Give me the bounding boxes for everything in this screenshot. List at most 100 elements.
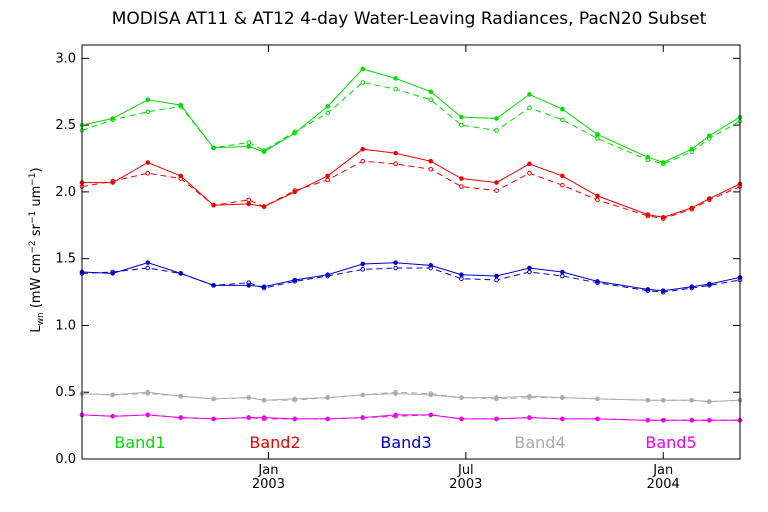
band2-solid-point bbox=[595, 193, 600, 199]
band4-solid-point bbox=[560, 395, 565, 400]
legend-band2: Band2 bbox=[249, 433, 300, 452]
band3-solid-point bbox=[325, 272, 330, 278]
band2-solid-point bbox=[211, 202, 216, 208]
band3-dashed-point bbox=[494, 277, 499, 283]
band4-solid-point bbox=[325, 395, 330, 400]
band2-dashed-point bbox=[393, 161, 398, 167]
band5-solid-point bbox=[706, 417, 712, 423]
band1-solid-point bbox=[459, 114, 464, 120]
band5-solid-point bbox=[211, 416, 216, 422]
band5-solid-point bbox=[145, 412, 151, 418]
band4-solid-point bbox=[360, 392, 366, 398]
y-tick-label: 2.0 bbox=[55, 185, 76, 200]
band1-dashed-point bbox=[560, 117, 565, 123]
band5-solid-point bbox=[110, 413, 116, 419]
band4-solid-point bbox=[246, 395, 251, 400]
band5-solid-point bbox=[292, 416, 298, 422]
band2-dashed-point bbox=[145, 170, 151, 176]
band2-solid-point bbox=[145, 160, 151, 165]
band1-dashed-point bbox=[459, 122, 464, 128]
band3-dashed-point bbox=[527, 269, 532, 275]
band4-solid-point bbox=[459, 395, 464, 400]
band3-solid-point bbox=[527, 265, 532, 271]
band3-solid-point bbox=[360, 261, 366, 267]
band4-solid-point bbox=[211, 396, 216, 402]
band5-solid-point bbox=[325, 416, 330, 422]
band2-dashed-point bbox=[560, 182, 565, 188]
band2-dashed-point bbox=[428, 166, 434, 172]
band5-solid-point bbox=[560, 416, 565, 422]
band3-solid-point bbox=[560, 269, 565, 275]
band4-solid-point bbox=[706, 399, 712, 404]
band1-solid-point bbox=[560, 106, 565, 112]
band2-solid-point bbox=[428, 158, 434, 164]
band3-solid-point bbox=[706, 281, 712, 287]
band2-solid-point bbox=[360, 146, 366, 152]
band1-solid-point bbox=[393, 76, 398, 81]
band1-solid-point bbox=[660, 160, 666, 165]
band1-solid-point bbox=[527, 92, 532, 97]
y-axis-label-exp3: −1 bbox=[28, 172, 38, 185]
plot-area: 0.00.51.01.52.02.53.0Jan2003Jul2003Jan20… bbox=[55, 45, 743, 492]
band2-solid-point bbox=[459, 176, 464, 181]
band1-solid-point bbox=[428, 89, 434, 95]
band1-solid-point bbox=[292, 130, 298, 136]
band3-dashed-point bbox=[393, 265, 398, 271]
band3-solid-point bbox=[145, 260, 151, 265]
band5-solid-point bbox=[261, 415, 267, 420]
band2-dashed-point bbox=[246, 197, 251, 203]
y-axis-label-sub: wn bbox=[36, 312, 46, 325]
band2-solid-point bbox=[706, 196, 712, 201]
band2-solid-point bbox=[110, 180, 116, 185]
band2-solid-point bbox=[494, 180, 499, 185]
band1-solid-point bbox=[246, 144, 251, 149]
band3-solid-point bbox=[428, 263, 434, 268]
band5-solid-point bbox=[689, 417, 695, 423]
band1-dashed-point bbox=[246, 140, 251, 145]
x-tick-year-label: 2003 bbox=[449, 477, 482, 492]
y-axis-label: Lwn (mW cm−2 sr−1 um−1) bbox=[28, 167, 46, 332]
legend-band4: Band4 bbox=[514, 433, 565, 452]
band1-dashed-point bbox=[145, 109, 151, 115]
band1-solid-point bbox=[211, 145, 216, 151]
legend-band5: Band5 bbox=[645, 433, 696, 452]
band5-solid-point bbox=[527, 415, 532, 420]
x-tick-year-label: 2004 bbox=[647, 477, 680, 492]
band4-solid-point bbox=[527, 393, 532, 399]
y-axis-label-main: L bbox=[29, 325, 44, 333]
band5-solid-point bbox=[178, 415, 183, 420]
band4-solid-point bbox=[110, 392, 116, 398]
legend-band3: Band3 bbox=[380, 433, 431, 452]
band1-dashed-point bbox=[527, 105, 532, 111]
band3-dashed-point bbox=[459, 276, 464, 282]
band4-solid-point bbox=[292, 396, 298, 402]
y-tick-label: 2.5 bbox=[55, 118, 76, 133]
band3-solid-point bbox=[261, 284, 267, 290]
band2-solid-point bbox=[689, 205, 695, 211]
band5-solid-point bbox=[660, 417, 666, 423]
y-tick-label: 3.0 bbox=[55, 51, 76, 66]
chart-title: MODISA AT11 & AT12 4-day Water-Leaving R… bbox=[112, 9, 707, 29]
band1-dashed-point bbox=[595, 136, 600, 141]
y-axis-label-um: um bbox=[29, 186, 44, 211]
band5-solid-point bbox=[246, 415, 251, 420]
y-tick-label: 1.5 bbox=[55, 252, 76, 267]
band3-solid-point bbox=[595, 279, 600, 284]
band3-dashed-point bbox=[145, 265, 151, 271]
y-axis-label-exp2: −1 bbox=[28, 211, 38, 224]
band2-dashed-line bbox=[82, 160, 740, 220]
band2-solid-point bbox=[527, 161, 532, 167]
band2-dashed-point bbox=[325, 177, 330, 183]
band4-solid-point bbox=[645, 397, 651, 403]
band2-dashed-point bbox=[360, 158, 366, 164]
band5-solid-point bbox=[645, 417, 651, 423]
band1-dashed-line bbox=[82, 81, 740, 165]
y-axis-label-close: ) bbox=[29, 167, 44, 172]
band5-solid-point bbox=[595, 416, 600, 422]
band3-solid-point bbox=[645, 287, 651, 292]
band1-dashed-point bbox=[360, 80, 366, 85]
x-tick-label: Jul bbox=[457, 463, 474, 478]
band1-solid-line bbox=[82, 68, 740, 164]
band2-solid-point bbox=[393, 150, 398, 156]
